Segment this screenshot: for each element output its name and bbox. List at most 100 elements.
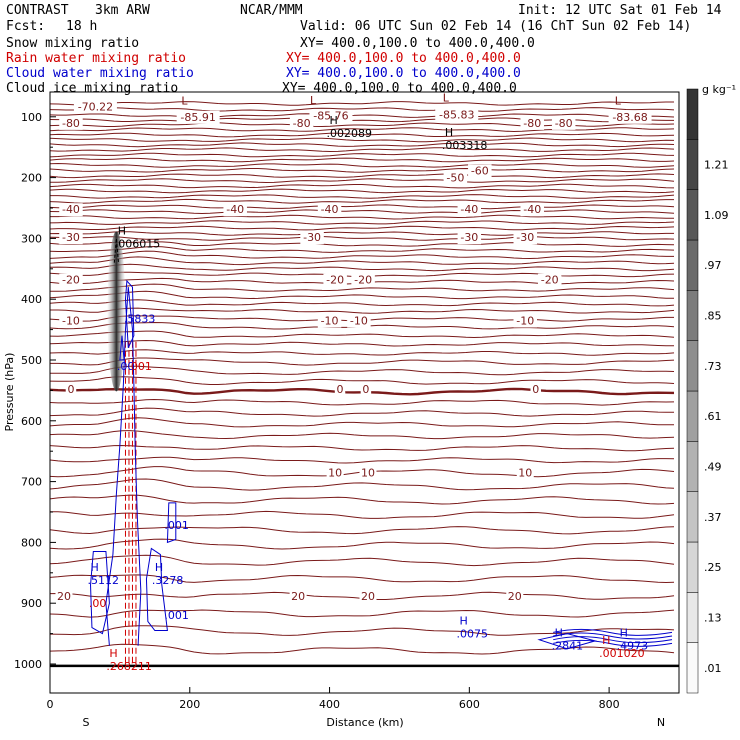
colorbar-label: 1.09 (704, 209, 729, 222)
isotherm-label: -40 (226, 203, 244, 216)
x-tick-label: 0 (47, 698, 54, 711)
isotherm-label-bg (176, 110, 220, 124)
isotherm-label: -40 (523, 203, 541, 216)
colorbar-bin (686, 139, 699, 190)
isotherm-label-bg (516, 466, 534, 480)
isotherm-line (49, 417, 675, 428)
field-name-cloud-water: Cloud water mixing ratio (6, 66, 194, 81)
isotherm-line (49, 349, 675, 356)
extremum-mark: H (602, 634, 610, 647)
extremum-mark: H (330, 114, 338, 127)
colorbar-bin (686, 290, 699, 341)
isotherm-label: -20 (354, 274, 372, 287)
isotherm-line (50, 214, 675, 220)
x-tick-label: 200 (179, 698, 200, 711)
extremum-value: .0075 (457, 627, 489, 640)
isotherm-label-bg (65, 383, 77, 397)
colorbar-bin (686, 441, 699, 492)
colorbar-unit: g kg⁻¹ (702, 83, 736, 96)
isotherm-line (49, 245, 675, 253)
isotherm-label-bg (530, 383, 541, 397)
isotherm-line (49, 554, 675, 567)
isotherm-line (49, 430, 675, 440)
isotherm-label-bg (351, 273, 375, 287)
y-tick-label: 700 (21, 476, 42, 489)
extremum-mark: H (118, 225, 126, 238)
isotherm-label: -30 (303, 231, 321, 244)
extremum-value: 001 (131, 360, 152, 373)
fcst-label: Fcst: (6, 19, 46, 34)
isotherm-label-bg (513, 314, 537, 328)
isotherm-label: -30 (516, 231, 534, 244)
colorbar-label: .01 (704, 662, 722, 675)
isotherm-label-bg (59, 116, 83, 130)
isotherm-line (49, 538, 675, 550)
isotherm-label: -20 (326, 274, 344, 287)
isotherm-label-bg (317, 203, 342, 217)
isotherm-label-bg (59, 203, 83, 217)
colorbar-bin (686, 592, 699, 643)
isotherm-line (49, 231, 674, 236)
isotherm-line (49, 137, 675, 143)
org-label: NCAR/MMM (240, 3, 303, 18)
extremum-mark: H (445, 126, 453, 139)
isotherm-label: 10 (328, 466, 342, 479)
isotherm-label: -85.76 (313, 110, 348, 123)
extremum-mark: H (109, 647, 117, 660)
isotherm-label-bg (59, 314, 83, 328)
colorbar-bin (686, 88, 699, 140)
extremum-value: .003318 (442, 139, 488, 152)
isotherm-label-bg (326, 466, 344, 480)
isotherm-line (49, 101, 674, 106)
isotherm-line (49, 256, 675, 266)
isotherm-label: -80 (523, 117, 541, 130)
cloud-water-contour (553, 636, 673, 644)
isotherm-line (49, 407, 675, 417)
isotherm-label-bg (513, 231, 537, 245)
isotherm-label-bg (347, 314, 371, 328)
isotherm-line (49, 147, 675, 153)
colorbar-label: .61 (704, 410, 722, 423)
isotherm-label-bg (506, 589, 524, 603)
isotherm-line (49, 609, 675, 618)
isotherm-label: -80 (62, 117, 80, 130)
snow-contour (113, 238, 119, 263)
y-axis-title: Pressure (hPa) (3, 353, 16, 432)
y-tick-label: 800 (21, 536, 42, 549)
extremum-mark: H (620, 627, 628, 640)
isotherm-line (49, 204, 675, 210)
isotherm-label-bg (55, 589, 73, 603)
isotherm-label: 20 (57, 590, 71, 603)
isotherm-label: 0 (67, 383, 74, 396)
extremum-value: .006015 (115, 238, 161, 251)
isotherm-label: -10 (350, 314, 368, 327)
isotherm-label-bg (520, 203, 544, 217)
x-end-label-north: N (657, 716, 665, 729)
field-name-rain: Rain water mixing ratio (6, 51, 187, 66)
isotherm-line (49, 456, 675, 464)
isotherm-line (49, 127, 675, 133)
field-xy-snow: XY= 400.0,100.0 to 400.0,400.0 (300, 36, 535, 51)
y-tick-label: 200 (21, 172, 42, 185)
colorbar-bin (686, 390, 699, 442)
isotherm-label: -40 (321, 203, 339, 216)
colorbar-bin (686, 340, 699, 392)
extremum-value: .4973 (617, 640, 649, 653)
cloud-water-contour (124, 279, 135, 349)
isotherm-label-bg (289, 589, 307, 603)
x-tick-label: 600 (459, 698, 480, 711)
x-axis-title: Distance (km) (326, 716, 403, 729)
extremum-mark: H (555, 627, 563, 640)
isotherm-line (49, 167, 675, 173)
isotherm-label-bg (608, 110, 652, 124)
isotherm-label-bg (457, 231, 482, 245)
isotherm-line (49, 444, 675, 452)
isotherm-line (49, 152, 675, 158)
extremum-value: .00 (89, 597, 107, 610)
isotherm-line (49, 113, 675, 119)
valid-time: Valid: 06 UTC Sun 02 Feb 14 (16 ChT Sun … (300, 19, 692, 34)
x-tick-label: 400 (319, 698, 340, 711)
fcst-value: 18 h (66, 19, 98, 34)
isotherm-line (49, 376, 675, 385)
y-tick-label: 400 (21, 293, 42, 306)
